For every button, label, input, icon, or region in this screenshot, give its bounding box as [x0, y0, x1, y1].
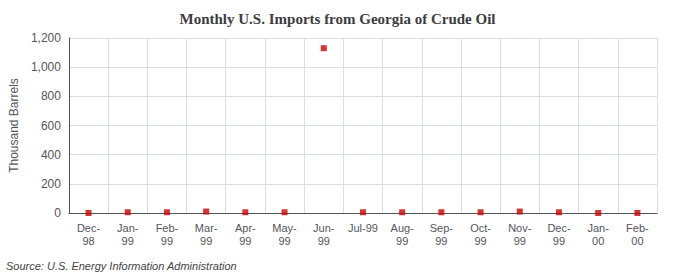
svg-text:99: 99	[278, 235, 290, 247]
svg-text:99: 99	[200, 235, 212, 247]
svg-text:Aug-: Aug-	[391, 222, 415, 234]
svg-text:98: 98	[82, 235, 94, 247]
svg-text:Monthly U.S. Imports from Geor: Monthly U.S. Imports from Georgia of Cru…	[180, 11, 496, 27]
svg-text:800: 800	[41, 89, 61, 103]
svg-text:Thousand Barrels: Thousand Barrels	[7, 78, 21, 173]
svg-text:1,200: 1,200	[31, 31, 61, 45]
svg-text:99: 99	[161, 235, 173, 247]
svg-text:Jan-: Jan-	[117, 222, 139, 234]
svg-text:Oct-: Oct-	[470, 222, 491, 234]
svg-text:99: 99	[553, 235, 565, 247]
svg-text:Feb-: Feb-	[156, 222, 179, 234]
svg-text:00: 00	[592, 235, 604, 247]
svg-text:Feb-: Feb-	[626, 222, 649, 234]
svg-text:600: 600	[41, 119, 61, 133]
svg-text:99: 99	[396, 235, 408, 247]
svg-text:Jan-: Jan-	[587, 222, 609, 234]
svg-text:99: 99	[239, 235, 251, 247]
svg-text:Jul-99: Jul-99	[348, 222, 378, 234]
svg-text:99: 99	[474, 235, 486, 247]
svg-text:0: 0	[54, 206, 61, 220]
svg-text:00: 00	[631, 235, 643, 247]
svg-text:1,000: 1,000	[31, 60, 61, 74]
svg-text:400: 400	[41, 148, 61, 162]
svg-text:Jun-: Jun-	[313, 222, 335, 234]
svg-text:99: 99	[318, 235, 330, 247]
svg-text:Mar-: Mar-	[195, 222, 218, 234]
svg-text:Sep-: Sep-	[430, 222, 454, 234]
svg-text:Nov-: Nov-	[508, 222, 532, 234]
svg-text:99: 99	[122, 235, 134, 247]
svg-text:99: 99	[435, 235, 447, 247]
svg-text:Apr-: Apr-	[235, 222, 256, 234]
svg-text:Source: U.S. Energy Informatio: Source: U.S. Energy Information Administ…	[6, 260, 237, 272]
svg-text:May-: May-	[272, 222, 297, 234]
svg-text:200: 200	[41, 177, 61, 191]
svg-text:99: 99	[514, 235, 526, 247]
svg-text:Dec-: Dec-	[77, 222, 101, 234]
svg-text:Dec-: Dec-	[547, 222, 571, 234]
